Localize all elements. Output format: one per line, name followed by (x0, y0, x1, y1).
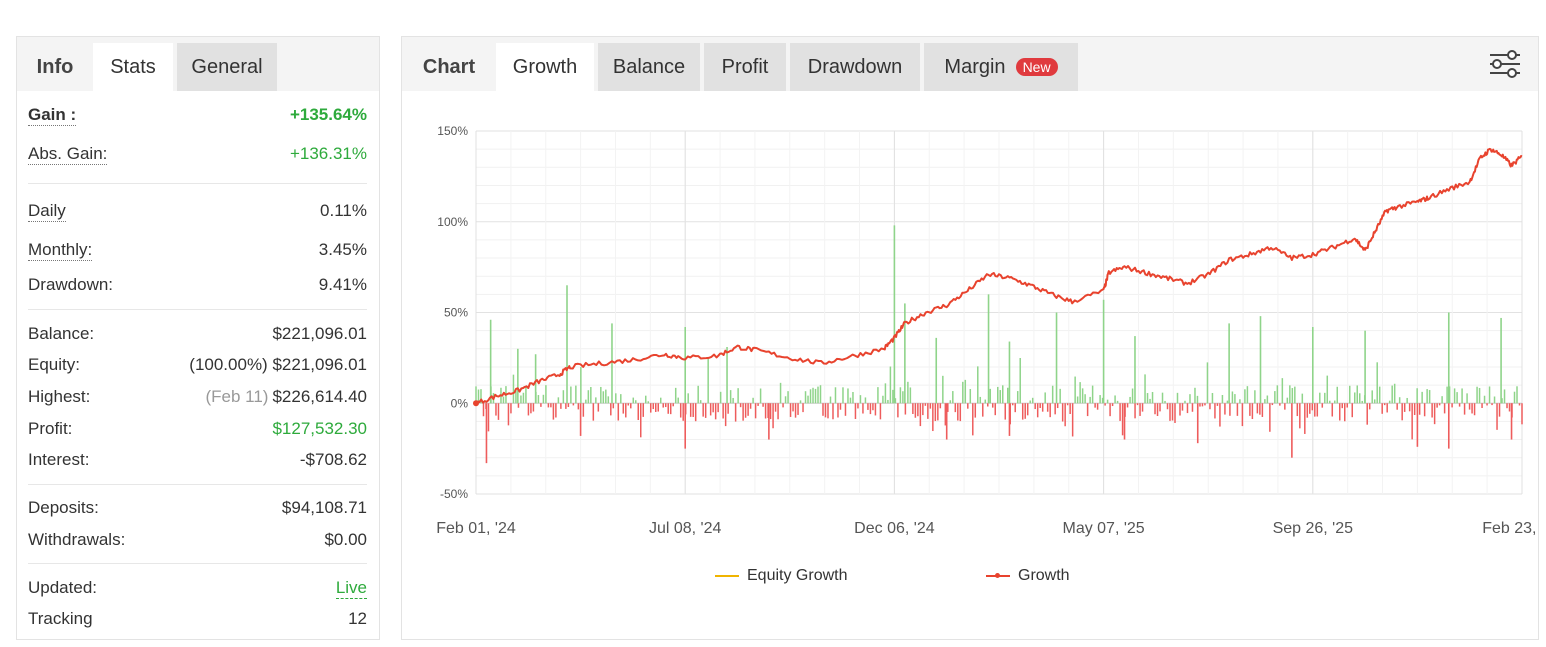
tab-balance[interactable]: Balance (598, 43, 700, 91)
highest-value: $226,614.40 (272, 387, 367, 406)
x-tick-label: Feb 23, '26 (1482, 520, 1538, 537)
stat-highest: Highest: (Feb 11) $226,614.40 (28, 383, 367, 411)
gain-value: +135.64% (289, 105, 367, 124)
daily-label[interactable]: Daily (28, 200, 66, 222)
y-tick-label: 0% (451, 396, 469, 410)
monthly-value: 3.45% (318, 240, 367, 259)
tab-margin[interactable]: Margin New (924, 43, 1078, 91)
growth-series-line (475, 147, 1523, 404)
tab-growth[interactable]: Growth (496, 43, 594, 91)
withdrawals-label: Withdrawals: (28, 530, 126, 549)
chart-tabbar: Chart Growth Balance Profit Drawdown Mar… (402, 37, 1538, 91)
divider (28, 484, 367, 485)
legend-equity-label: Equity Growth (747, 567, 848, 584)
tracking-label: Tracking (28, 609, 93, 628)
sliders-settings-icon[interactable] (1488, 49, 1522, 79)
stats-panel: Info Stats General Gain : +135.64% Abs. … (16, 36, 380, 640)
balance-value: $221,096.01 (272, 324, 367, 343)
x-tick-label: Feb 01, '24 (436, 520, 516, 537)
abs-gain-label[interactable]: Abs. Gain: (28, 143, 108, 165)
equity-value-wrap: (100.00%) $221,096.01 (189, 355, 367, 375)
drawdown-value: 9.41% (318, 275, 367, 294)
live-link[interactable]: Live (335, 577, 367, 599)
x-tick-label: May 07, '25 (1062, 520, 1144, 537)
stat-updated: Updated: Live (28, 574, 367, 602)
tab-stats[interactable]: Stats (93, 43, 173, 91)
stat-gain: Gain : +135.64% (28, 101, 367, 129)
tab-general[interactable]: General (177, 43, 277, 91)
chart-panel: Chart Growth Balance Profit Drawdown Mar… (401, 36, 1539, 640)
equity-percent: (100.00%) (189, 355, 268, 374)
stats-tabbar: Info Stats General (17, 37, 379, 91)
x-tick-label: Dec 06, '24 (854, 520, 935, 537)
tab-margin-label: Margin (944, 55, 1006, 78)
updated-label: Updated: (28, 578, 97, 597)
highest-date: (Feb 11) (205, 387, 269, 406)
legend-growth[interactable]: Growth (986, 565, 1070, 587)
highest-label: Highest: (28, 387, 91, 406)
stat-deposits: Deposits: $94,108.71 (28, 494, 367, 522)
divider (28, 183, 367, 184)
daily-value: 0.11% (320, 201, 367, 220)
gain-label[interactable]: Gain : (28, 104, 77, 126)
legend-growth-swatch (986, 573, 1010, 578)
abs-gain-value: +136.31% (289, 144, 367, 163)
stat-tracking: Tracking 12 (28, 605, 367, 633)
equity-label: Equity: (28, 355, 80, 374)
y-tick-label: -50% (440, 487, 468, 501)
balance-label: Balance: (28, 324, 95, 343)
x-tick-label: Jul 08, '24 (649, 520, 722, 537)
y-tick-label: 100% (437, 215, 468, 229)
stat-monthly: Monthly: 3.45% (28, 236, 367, 264)
tab-drawdown[interactable]: Drawdown (790, 43, 920, 91)
tab-chart[interactable]: Chart (422, 55, 476, 78)
growth-chart[interactable]: Feb 01, '24 Jul 08, '24 Dec 06, '24 May 07,… (402, 91, 1538, 561)
stat-equity: Equity: (100.00%) $221,096.01 (28, 351, 367, 379)
y-tick-label: 150% (437, 124, 468, 138)
deposits-value: $94,108.71 (281, 498, 367, 517)
tracking-value: 12 (348, 609, 367, 628)
equity-value: $221,096.01 (272, 355, 367, 374)
divider (28, 563, 367, 564)
profit-label: Profit: (28, 419, 73, 438)
stat-interest: Interest: -$708.62 (28, 446, 367, 474)
new-badge: New (1015, 58, 1058, 76)
stat-balance: Balance: $221,096.01 (28, 320, 367, 348)
deposits-label: Deposits: (28, 498, 99, 517)
tab-profit[interactable]: Profit (704, 43, 786, 91)
legend-equity-growth[interactable]: Equity Growth (715, 565, 847, 587)
x-tick-label: Sep 26, '25 (1273, 520, 1354, 537)
profit-value: $127,532.30 (272, 419, 367, 438)
stat-profit: Profit: $127,532.30 (28, 415, 367, 443)
divider (28, 309, 367, 310)
legend-equity-swatch (715, 575, 739, 577)
stat-daily: Daily 0.11% (28, 197, 367, 225)
monthly-label[interactable]: Monthly: (28, 239, 93, 261)
highest-value-wrap: (Feb 11) $226,614.40 (205, 387, 367, 407)
tab-info[interactable]: Info (36, 55, 74, 78)
legend-growth-label: Growth (1018, 567, 1070, 584)
interest-label: Interest: (28, 450, 90, 469)
drawdown-label: Drawdown: (28, 275, 114, 294)
withdrawals-value: $0.00 (324, 530, 367, 549)
stat-drawdown: Drawdown: 9.41% (28, 271, 367, 299)
growth-series-point (473, 400, 479, 407)
stat-abs-gain: Abs. Gain: +136.31% (28, 140, 367, 168)
stat-withdrawals: Withdrawals: $0.00 (28, 526, 367, 554)
y-tick-label: 50% (444, 306, 468, 320)
interest-value: -$708.62 (299, 450, 367, 469)
